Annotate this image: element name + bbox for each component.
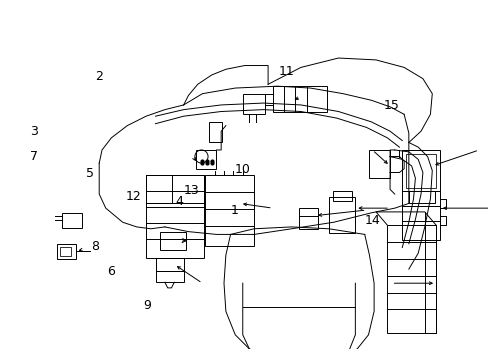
Text: 5: 5 [86,167,94,180]
Bar [368,150,389,178]
Text: 14: 14 [364,214,380,227]
Text: 1: 1 [230,204,238,217]
Bar [146,175,204,203]
Bar [386,225,435,333]
Bar [205,175,253,246]
Bar [402,150,439,191]
Bar [208,122,222,143]
Bar [332,191,351,201]
Text: 3: 3 [30,125,38,138]
Bar [402,191,439,240]
Text: 11: 11 [278,65,293,78]
Text: 12: 12 [125,190,142,203]
Bar [155,271,183,282]
Text: 2: 2 [95,71,103,84]
Bar [160,231,186,250]
Text: 13: 13 [183,184,199,197]
Bar [60,247,71,256]
Bar [328,197,355,233]
Bar [299,208,317,229]
Text: 8: 8 [91,240,99,253]
Bar [155,258,183,271]
Text: 7: 7 [30,150,38,163]
Bar [57,244,76,259]
Bar [272,86,326,112]
Bar [196,150,216,169]
Bar [242,94,264,114]
Text: 4: 4 [175,195,183,208]
Text: 6: 6 [107,265,115,278]
Text: 15: 15 [383,99,399,112]
Bar [146,175,204,258]
Bar [61,213,82,228]
Bar [146,175,172,203]
Bar [405,154,435,188]
Text: 9: 9 [143,299,151,312]
Text: 10: 10 [235,163,250,176]
Bar [408,191,434,203]
